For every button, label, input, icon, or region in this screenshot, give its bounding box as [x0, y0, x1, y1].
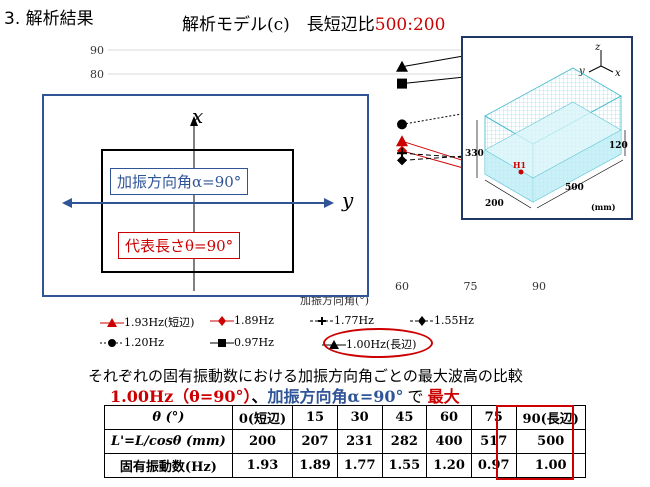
direction-diagram: x y 加振方向角α=90° 代表長さθ=90° — [42, 94, 369, 297]
table-cell: 282 — [381, 429, 428, 454]
conclusion-line: 1.00Hz（θ=90°）、加振方向角α=90° で最大 — [110, 383, 460, 407]
legend-swatch — [210, 316, 234, 326]
table-cell: 1.00 — [515, 453, 586, 478]
slide-title: 解析モデル(c) 長短辺比500:200 — [182, 10, 445, 35]
table-cell: 200 — [231, 429, 294, 454]
table-row: L'=L/cosθ (mm) 200 207 231 282 400 517 500 — [104, 429, 586, 454]
legend-swatch — [310, 317, 334, 325]
table-cell: 517 — [470, 429, 517, 454]
dim-length: 500 — [565, 183, 584, 193]
legend-item: 1.93Hz(短辺) — [100, 314, 194, 330]
comparison-sentence: それぞれの固有振動数における加振方向角ごとの最大波高の比較 — [88, 367, 523, 385]
axes-triad: z y x — [578, 42, 621, 79]
conclusion-frequency: 1.00Hz（θ=90°） — [110, 387, 252, 406]
legend-label: 1.89Hz — [234, 314, 274, 327]
representative-length-label: 代表長さθ=90° — [118, 232, 241, 259]
legend-swatch — [100, 318, 124, 327]
x-tick-label: 60 — [395, 280, 409, 293]
legend-item: 1.55Hz — [410, 314, 474, 327]
axis-x-text: x — [615, 68, 621, 79]
row-header-cell: 固有振動数(Hz) — [104, 453, 233, 478]
results-table: θ (°) 0(短辺) 15 30 45 60 75 90(長辺) L'=L/cosθ (mm)… — [104, 405, 586, 478]
legend-swatch — [210, 339, 234, 347]
section-heading: 3. 解析結果 — [4, 9, 94, 29]
legend-label: 1.20Hz — [124, 336, 164, 349]
series-point-4 — [397, 119, 407, 130]
unit-label: (mm) — [591, 202, 616, 212]
water-top — [484, 101, 622, 179]
table-cell: 75 — [470, 405, 517, 430]
table-cell: 1.89 — [292, 453, 338, 478]
water-left — [485, 150, 533, 202]
dim-width: 200 — [485, 199, 504, 209]
axis-z-text: z — [594, 42, 601, 53]
x-axis-label: x — [192, 104, 204, 128]
legend-label: 1.93Hz(短辺) — [124, 316, 195, 329]
direction-angle-label: 加振方向角α=90° — [110, 168, 249, 195]
axis-y-text: y — [578, 66, 585, 77]
legend-item: 1.89Hz — [210, 314, 274, 327]
conclusion-direction: 加振方向角α=90° — [267, 387, 404, 406]
table-cell: 1.55 — [381, 453, 428, 478]
legend-swatch — [100, 339, 124, 347]
measurement-point-h1 — [518, 169, 524, 175]
table-row: θ (°) 0(短辺) 15 30 45 60 75 90(長辺) — [104, 405, 586, 430]
series-point-6 — [396, 60, 408, 72]
table-cell: 45 — [381, 405, 428, 430]
table-cell: 400 — [426, 429, 472, 454]
series-point-5 — [397, 78, 407, 89]
table-cell: 60 — [426, 405, 472, 430]
y-axis-label: y — [342, 188, 354, 212]
conclusion-de: で — [407, 387, 424, 406]
water-front — [533, 130, 621, 202]
highlight-ellipse — [323, 328, 433, 358]
table-cell: 231 — [336, 429, 383, 454]
legend-item: 1.20Hz — [100, 336, 164, 349]
table-cell: 207 — [292, 429, 338, 454]
dim-height: 330 — [465, 149, 484, 159]
table-cell: 30 — [336, 405, 383, 430]
row-header-cell: θ (°) — [104, 405, 233, 430]
diagram-axes — [62, 116, 334, 291]
legend-label: 1.77Hz — [334, 314, 374, 327]
x-tick-label: 90 — [532, 280, 546, 293]
table-cell: 0(短辺) — [231, 405, 294, 430]
title-ratio: 500:200 — [374, 15, 446, 35]
tank-plan-rect — [101, 149, 294, 273]
table-cell: 1.20 — [426, 453, 472, 478]
table-row: 固有振動数(Hz) 1.93 1.89 1.77 1.55 1.20 0.97 1.00 — [104, 453, 586, 478]
y-tick-label: 80 — [90, 68, 104, 81]
legend-label: 0.97Hz — [234, 336, 274, 349]
point-label: H1 — [513, 160, 526, 170]
y-tick-label: 90 — [90, 44, 104, 57]
conclusion-sep: 、 — [251, 387, 268, 406]
table-cell: 1.77 — [336, 453, 383, 478]
model-inset: z y x H1 330 120 500 200 (mm) — [461, 36, 633, 220]
conclusion-max: 最大 — [427, 387, 460, 406]
table-cell: 1.93 — [231, 453, 294, 478]
row-header-cell: L'=L/cosθ (mm) — [104, 429, 233, 454]
table-cell: 15 — [292, 405, 338, 430]
dim-depth: 120 — [609, 141, 628, 151]
legend-swatch — [410, 316, 434, 326]
legend-item: 0.97Hz — [210, 336, 274, 349]
legend-label: 1.55Hz — [434, 314, 474, 327]
series-point-0 — [396, 135, 408, 147]
title-prefix: 解析モデル(c) 長短辺比 — [182, 15, 375, 35]
x-tick-label: 75 — [464, 280, 478, 293]
legend-item: 1.77Hz — [310, 314, 374, 327]
tank-3d-model: z y x H1 330 120 500 200 (mm) — [465, 42, 628, 212]
highlight-column-90 — [496, 405, 574, 480]
series-point-3 — [397, 155, 407, 166]
